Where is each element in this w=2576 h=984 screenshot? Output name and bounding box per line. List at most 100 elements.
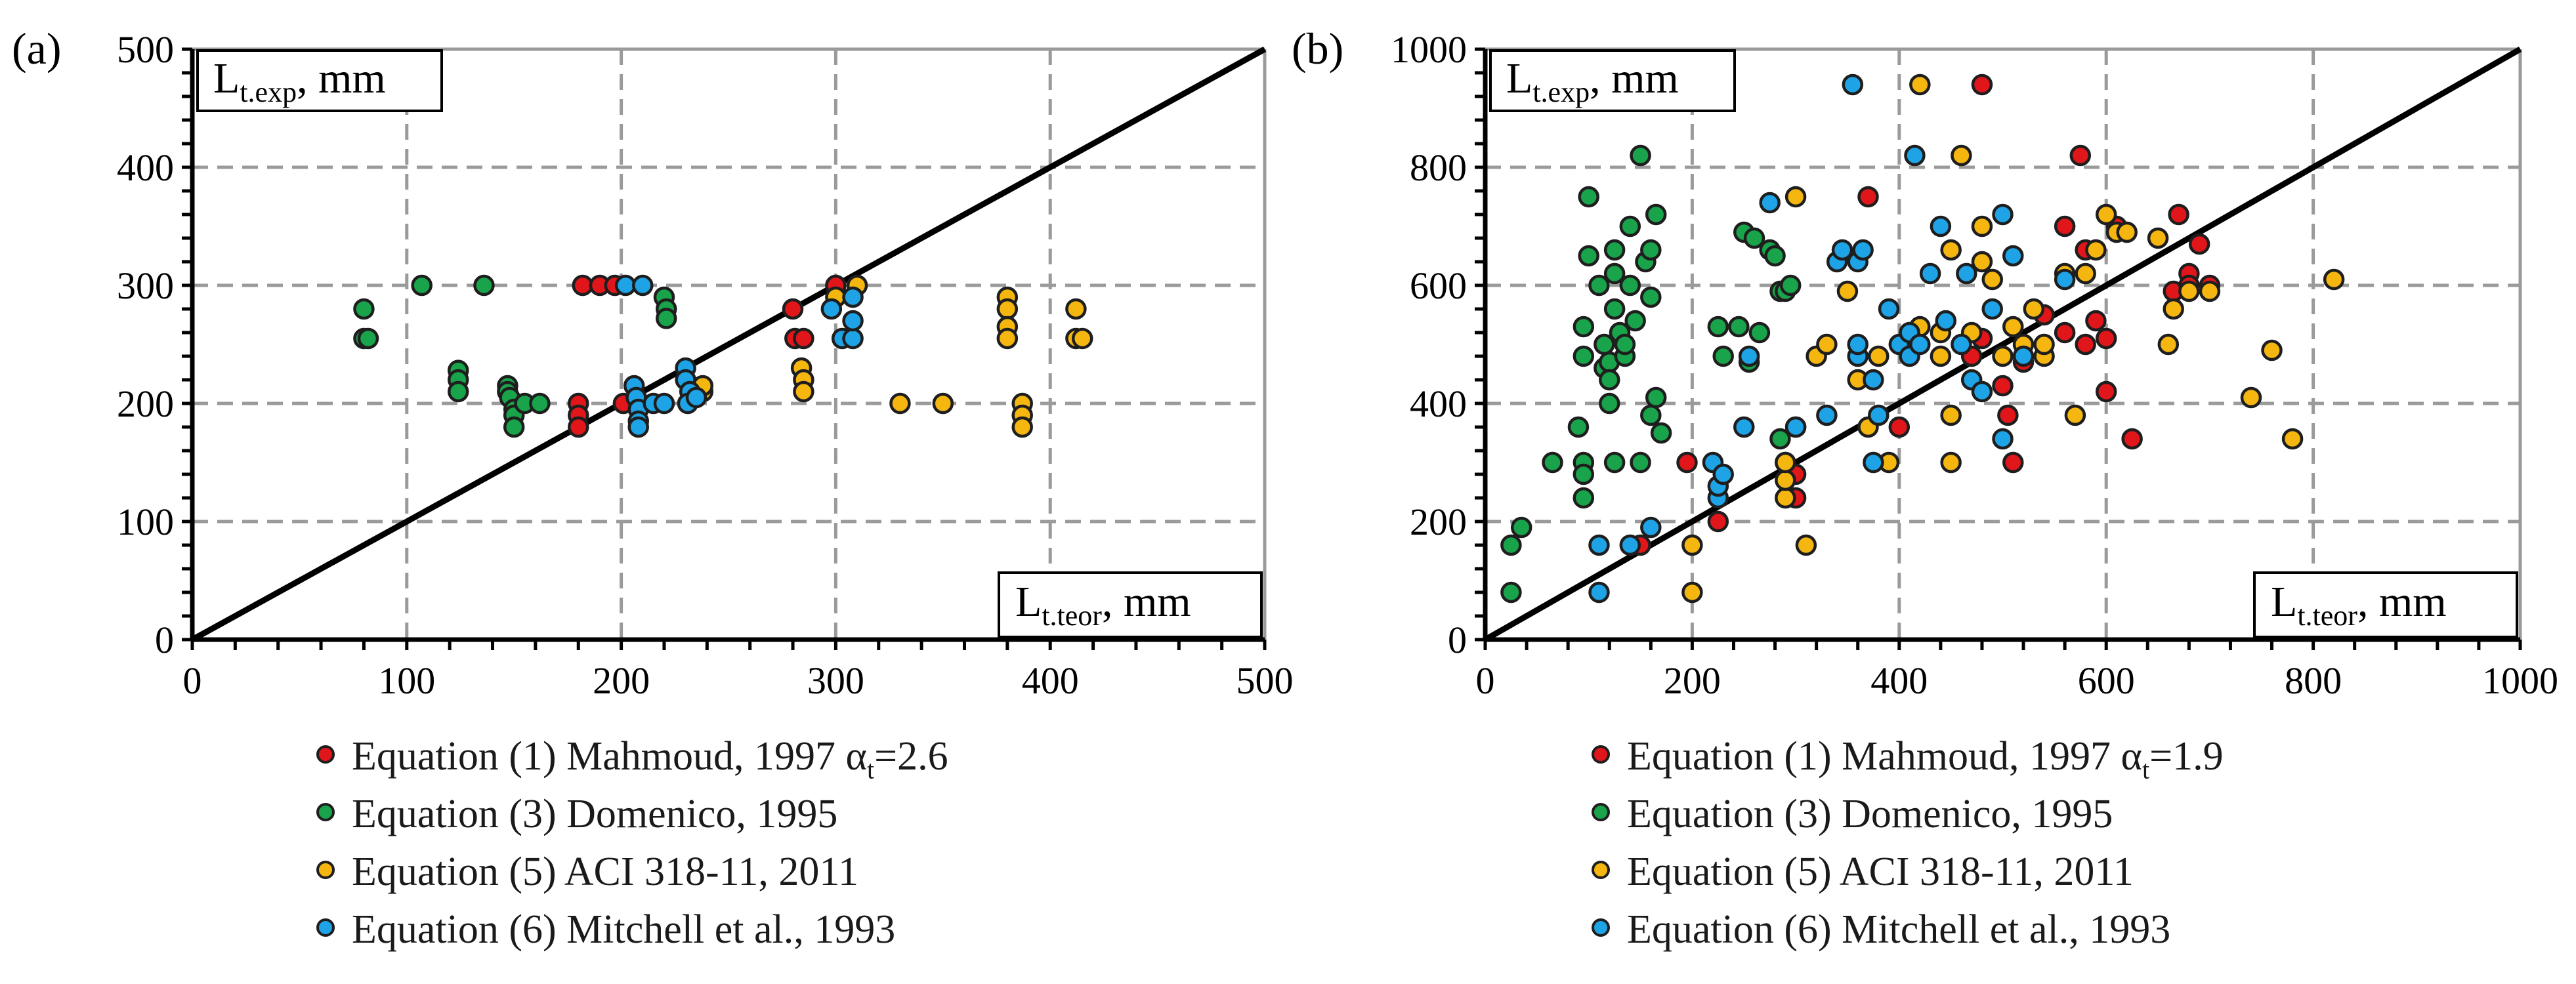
data-point-domenico bbox=[1603, 298, 1626, 320]
data-point-mahmoud bbox=[1971, 73, 1993, 96]
legend-marker-icon bbox=[316, 803, 335, 821]
data-point-mitchell bbox=[1619, 534, 1641, 556]
data-point-mitchell bbox=[1930, 215, 1952, 237]
data-point-mitchell bbox=[1847, 333, 1869, 356]
data-point-mitchell bbox=[1863, 369, 1884, 391]
data-point-mahmoud bbox=[1676, 451, 1698, 474]
data-point-aci bbox=[996, 327, 1019, 350]
data-point-mahmoud bbox=[567, 416, 589, 438]
data-point-domenico bbox=[1500, 534, 1522, 556]
data-point-mitchell bbox=[2002, 245, 2024, 267]
data-point-aci bbox=[2002, 316, 2024, 338]
data-point-mahmoud bbox=[793, 327, 814, 350]
x-tick-label: 200 bbox=[1664, 659, 1721, 702]
data-point-aci bbox=[2240, 386, 2262, 409]
data-point-mahmoud bbox=[782, 298, 804, 320]
data-point-domenico bbox=[529, 392, 551, 415]
legend-label: Equation (3) Domenico, 1995 bbox=[1627, 792, 2113, 836]
data-point-domenico bbox=[503, 416, 525, 438]
legend-label: Equation (1) Mahmoud, 1997 αt=2.6 bbox=[352, 734, 948, 785]
data-point-domenico bbox=[1650, 422, 1672, 444]
data-point-domenico bbox=[655, 308, 677, 329]
data-point-aci bbox=[1681, 581, 1703, 604]
data-point-domenico bbox=[1645, 386, 1667, 409]
series-mitchell bbox=[614, 274, 864, 438]
data-point-mitchell bbox=[1981, 298, 2003, 320]
data-point-mitchell bbox=[842, 327, 864, 350]
data-point-aci bbox=[1011, 416, 1033, 438]
data-point-aci bbox=[2033, 333, 2055, 356]
data-point-aci bbox=[2064, 404, 2086, 426]
panel-label: (a) bbox=[12, 24, 61, 73]
data-point-domenico bbox=[1707, 316, 1729, 338]
data-point-mahmoud bbox=[2085, 310, 2107, 332]
x-tick-label: 100 bbox=[378, 659, 435, 702]
data-point-domenico bbox=[1573, 487, 1595, 509]
data-point-mahmoud bbox=[2075, 333, 2096, 356]
y-axis-label-frame bbox=[196, 49, 443, 112]
y-tick-label: 400 bbox=[117, 146, 174, 189]
legend-marker-icon bbox=[316, 745, 335, 764]
data-point-mahmoud bbox=[2168, 203, 2189, 226]
data-point-domenico bbox=[447, 380, 469, 403]
data-point-domenico bbox=[1567, 416, 1590, 438]
data-point-aci bbox=[1868, 345, 1890, 367]
data-point-aci bbox=[793, 380, 814, 403]
data-point-aci bbox=[1816, 333, 1838, 356]
data-point-mitchell bbox=[1992, 203, 2014, 226]
data-point-mitchell bbox=[1588, 534, 1610, 556]
data-point-domenico bbox=[1640, 286, 1662, 308]
x-axis-label: Lt.teor, mm bbox=[2271, 578, 2447, 632]
data-point-domenico bbox=[1769, 428, 1791, 450]
data-point-domenico bbox=[1588, 274, 1610, 297]
data-point-aci bbox=[1784, 186, 1807, 208]
data-point-domenico bbox=[1578, 186, 1599, 208]
data-point-domenico bbox=[1573, 316, 1595, 338]
data-point-domenico bbox=[1728, 316, 1750, 338]
data-point-mitchell bbox=[1759, 192, 1781, 214]
x-axis-label-box: Lt.teor, mm bbox=[2253, 571, 2518, 638]
data-point-mitchell bbox=[1904, 144, 1926, 167]
y-axis-label-box: Lt.exp, mm bbox=[196, 49, 443, 112]
legend-marker-icon bbox=[1592, 803, 1610, 821]
x-tick-label: 300 bbox=[807, 659, 864, 702]
data-point-domenico bbox=[1748, 321, 1771, 344]
data-point-aci bbox=[2281, 428, 2304, 450]
x-tick-label: 800 bbox=[2285, 659, 2342, 702]
legend-marker-icon bbox=[1592, 918, 1610, 937]
data-point-mahmoud bbox=[2095, 327, 2117, 350]
y-tick-label: 500 bbox=[117, 28, 174, 71]
data-point-domenico bbox=[1630, 451, 1651, 474]
data-point-mitchell bbox=[1842, 73, 1864, 96]
data-point-aci bbox=[1775, 487, 1796, 509]
data-point-mahmoud bbox=[2054, 215, 2076, 237]
legend-panel-a: Equation (1) Mahmoud, 1997 αt=2.6 Equatio… bbox=[316, 733, 1235, 970]
data-point-mitchell bbox=[1868, 404, 1890, 426]
data-point-aci bbox=[2323, 268, 2345, 291]
data-point-domenico bbox=[353, 298, 375, 320]
data-point-aci bbox=[1981, 268, 2003, 291]
data-point-mitchell bbox=[1919, 262, 1941, 285]
data-point-aci bbox=[2095, 203, 2117, 226]
data-point-mitchell bbox=[1909, 333, 1931, 356]
data-point-mahmoud bbox=[1857, 186, 1879, 208]
data-point-mahmoud bbox=[572, 274, 594, 297]
data-point-aci bbox=[1775, 469, 1796, 491]
data-point-aci bbox=[996, 298, 1019, 320]
panel-a: 0 100 200 300 400 500 0 100 200 300 400 500 (a) Lt.ex… bbox=[12, 24, 1294, 702]
legend-label: Equation (5) ACI 318-11, 2011 bbox=[1627, 850, 2134, 894]
data-point-domenico bbox=[1573, 463, 1595, 485]
data-point-aci bbox=[2116, 221, 2138, 243]
y-tick-label: 100 bbox=[117, 501, 174, 543]
data-point-mitchell bbox=[1956, 262, 1977, 285]
data-point-mitchell bbox=[1971, 380, 1993, 403]
data-point-mahmoud bbox=[2069, 144, 2092, 167]
data-point-domenico bbox=[1603, 262, 1626, 285]
data-point-domenico bbox=[1598, 369, 1620, 391]
data-point-domenico bbox=[1743, 227, 1765, 249]
legend-marker-icon bbox=[1592, 745, 1610, 764]
series-domenico bbox=[353, 274, 677, 438]
reference-line-y-equals-x bbox=[190, 47, 1267, 642]
data-point-domenico bbox=[1500, 581, 1522, 604]
